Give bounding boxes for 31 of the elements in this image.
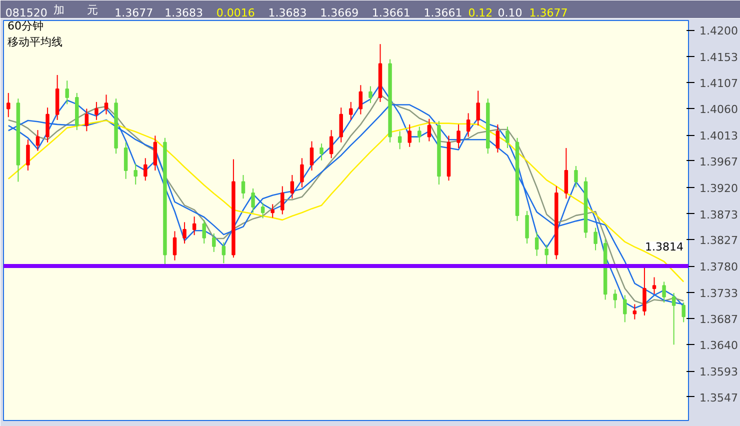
- y-tick-label: 1.3967: [700, 155, 738, 168]
- y-tick-label: 1.3873: [700, 208, 738, 222]
- y-tick-label: 1.3920: [700, 182, 738, 195]
- text: 081520: [5, 6, 48, 20]
- text: 1.3677: [114, 6, 154, 20]
- text: 加: [53, 4, 64, 16]
- text: 1.3661: [372, 6, 410, 20]
- y-tick-label: 1.4013: [700, 130, 738, 143]
- text: 移动平均线: [8, 36, 62, 48]
- y-tick-label: 1.3593: [700, 366, 738, 379]
- text: 1.3669: [320, 6, 359, 20]
- text: 0.0016: [216, 6, 255, 20]
- y-tick-label: 1.3547: [700, 391, 738, 404]
- y-tick-label: 1.4153: [700, 50, 738, 64]
- y-tick-label: 1.3733: [700, 286, 738, 300]
- text: 元: [86, 4, 98, 16]
- y-tick-label: 1.3687: [700, 312, 738, 326]
- y-tick-label: 1.4060: [700, 103, 738, 116]
- y-tick-label: 1.4200: [700, 24, 738, 38]
- y-tick-label: 1.4107: [700, 76, 738, 90]
- chart-title: 60分钟: [8, 20, 44, 32]
- text: 0.12: [468, 6, 493, 20]
- text: 1.3683: [164, 6, 204, 20]
- text: 1.3683: [268, 6, 307, 20]
- text: 1.3677: [529, 6, 568, 20]
- text: 0.10: [498, 6, 522, 20]
- y-tick-label: 1.3640: [700, 339, 738, 352]
- text: 1.3661: [424, 6, 462, 20]
- y-tick-label: 1.3780: [700, 260, 738, 274]
- y-tick-label: 1.3827: [700, 234, 738, 248]
- annotation: 1.3814: [645, 240, 684, 254]
